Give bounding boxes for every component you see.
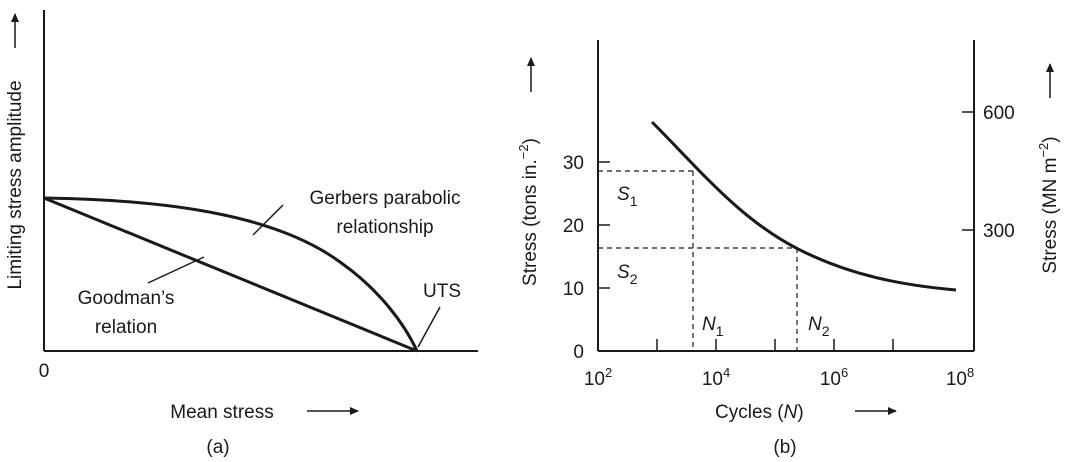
s1-label: S1: [617, 184, 638, 209]
panel-a-x-label: Mean stress: [170, 402, 273, 423]
right-tick-label-300: 300: [983, 221, 1015, 242]
right-tick-label-600: 600: [983, 103, 1015, 124]
n2-label: N2: [808, 314, 830, 339]
sn-curve: [650, 120, 957, 292]
panel-b-right-axis-label: Stress (MN m−2): [1036, 136, 1061, 273]
goodman-line: [43, 196, 418, 353]
left-tick-label-10: 10: [563, 279, 584, 300]
x-tick-label-1e2: 102: [584, 365, 612, 390]
panel-b-left-axis-label: Stress (tons in.−2): [516, 138, 541, 286]
panel-b: 0 10 20 30 300 600 102 104 106 108 S1 S2…: [516, 40, 1061, 458]
panel-a-origin-label: 0: [39, 361, 50, 382]
gerber-parabola-curve: [43, 196, 419, 352]
panel-b-caption: (b): [773, 437, 796, 458]
n1-label: N1: [702, 314, 724, 339]
x-tick-label-1e8: 108: [946, 365, 974, 390]
left-tick-label-20: 20: [563, 216, 584, 237]
left-tick-label-30: 30: [563, 153, 584, 174]
left-tick-label-0: 0: [573, 342, 584, 363]
panel-b-x-minor-ticks: [656, 339, 894, 351]
gerber-leader-line: [252, 204, 284, 236]
uts-leader-line: [417, 306, 441, 348]
panel-a-y-label: Limiting stress amplitude: [5, 80, 26, 289]
x-tick-label-1e6: 106: [820, 365, 848, 390]
gerber-label-line1: Gerbers parabolic: [309, 188, 460, 209]
goodman-leader-line: [147, 256, 205, 284]
panel-a: Limiting stress amplitude 0 Mean stress …: [5, 10, 478, 458]
s2-label: S2: [617, 262, 638, 287]
goodman-label-line1: Goodman’s: [78, 288, 175, 309]
x-tick-label-1e4: 104: [702, 365, 730, 390]
panel-a-caption: (a): [206, 437, 229, 458]
gerber-label-line2: relationship: [336, 217, 433, 238]
uts-label: UTS: [423, 281, 461, 302]
goodman-label-line2: relation: [95, 317, 157, 338]
panel-b-x-label: Cycles (N): [715, 402, 804, 423]
